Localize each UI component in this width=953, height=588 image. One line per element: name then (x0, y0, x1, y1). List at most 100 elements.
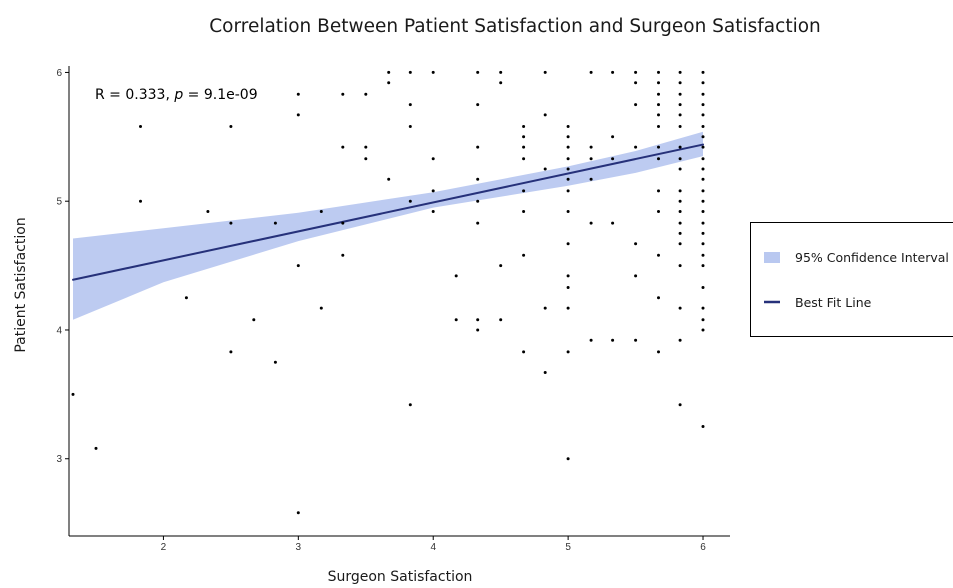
data-point (408, 199, 412, 203)
data-point (657, 70, 660, 74)
data-point (566, 286, 570, 289)
data-point (701, 425, 705, 428)
data-point (678, 221, 682, 225)
data-point (701, 328, 705, 332)
data-point (678, 113, 682, 117)
data-point (522, 135, 526, 139)
data-point (657, 103, 660, 107)
data-point (476, 177, 480, 181)
data-point (678, 264, 682, 268)
data-point (566, 157, 570, 161)
data-point (589, 157, 593, 161)
data-point (657, 350, 660, 354)
data-point (522, 253, 526, 257)
x-tick-label: 3 (296, 542, 302, 553)
data-point (701, 125, 705, 128)
x-tick-label: 6 (700, 542, 706, 553)
data-point (589, 177, 593, 181)
correlation-annotation: R = 0.333, p = 9.1e-09 (95, 87, 258, 103)
data-point (341, 221, 345, 225)
data-point (522, 125, 526, 128)
data-point (431, 210, 435, 213)
data-point (678, 403, 682, 407)
data-point (476, 318, 480, 322)
data-point (678, 157, 682, 161)
data-point (701, 253, 705, 257)
plot-area (71, 70, 705, 515)
data-point (678, 70, 682, 74)
data-point (273, 360, 277, 364)
data-point (522, 157, 526, 161)
data-point (229, 221, 233, 225)
data-point (678, 210, 682, 213)
data-point (701, 199, 705, 203)
data-point (476, 328, 480, 332)
data-point (522, 145, 526, 149)
annotation-p-italic: p (173, 87, 183, 103)
data-point (701, 189, 705, 193)
data-point (701, 70, 705, 74)
x-tick-label: 5 (565, 542, 571, 553)
data-point (678, 125, 682, 128)
data-point (611, 338, 615, 342)
data-point (701, 221, 705, 225)
data-point (701, 157, 705, 161)
x-tick-label: 4 (430, 542, 436, 553)
data-point (634, 242, 638, 246)
legend: 95% Confidence Interval Best Fit Line (750, 222, 953, 337)
data-point (543, 113, 547, 117)
data-point (657, 157, 660, 161)
data-point (701, 113, 705, 117)
data-point (634, 338, 638, 342)
data-point (296, 92, 300, 96)
data-point (408, 103, 412, 107)
x-axis-ticks: 2 3 4 5 6 (161, 536, 706, 553)
data-point (522, 350, 526, 354)
data-point (611, 221, 615, 225)
data-point (589, 145, 593, 149)
data-point (634, 274, 638, 278)
data-point (319, 306, 323, 310)
data-point (611, 157, 615, 161)
data-point (364, 157, 368, 161)
x-tick-label: 2 (161, 542, 167, 553)
data-point (139, 199, 142, 203)
legend-label-confidence-interval: 95% Confidence Interval (795, 250, 949, 265)
data-point (678, 231, 682, 235)
data-point (566, 457, 570, 461)
data-point (499, 264, 503, 268)
data-point (184, 296, 188, 300)
x-axis-title: Surgeon Satisfaction (328, 569, 473, 585)
data-point (657, 125, 660, 128)
data-point (252, 318, 256, 322)
data-point (678, 338, 682, 342)
data-point (364, 92, 368, 96)
data-point (522, 189, 526, 193)
data-point (678, 306, 682, 310)
y-tick-label: 5 (56, 197, 62, 208)
data-point (296, 113, 300, 117)
data-point (678, 145, 682, 149)
data-point (499, 81, 503, 85)
data-point (678, 199, 682, 203)
data-point (701, 81, 705, 85)
data-point (566, 210, 570, 213)
data-point (476, 70, 480, 74)
data-point (678, 189, 682, 193)
data-point (476, 221, 480, 225)
y-tick-label: 4 (56, 325, 62, 336)
data-point (273, 221, 277, 225)
data-point (408, 70, 412, 74)
data-point (387, 177, 391, 181)
data-point (634, 81, 638, 85)
annotation-suffix: = 9.1e-09 (183, 87, 257, 103)
legend-swatch-confidence-band (764, 252, 780, 263)
data-point (566, 125, 570, 128)
data-point (657, 253, 660, 257)
data-point (139, 125, 142, 128)
data-point (522, 210, 526, 213)
data-point (701, 242, 705, 246)
data-point (701, 231, 705, 235)
data-point (71, 392, 75, 396)
